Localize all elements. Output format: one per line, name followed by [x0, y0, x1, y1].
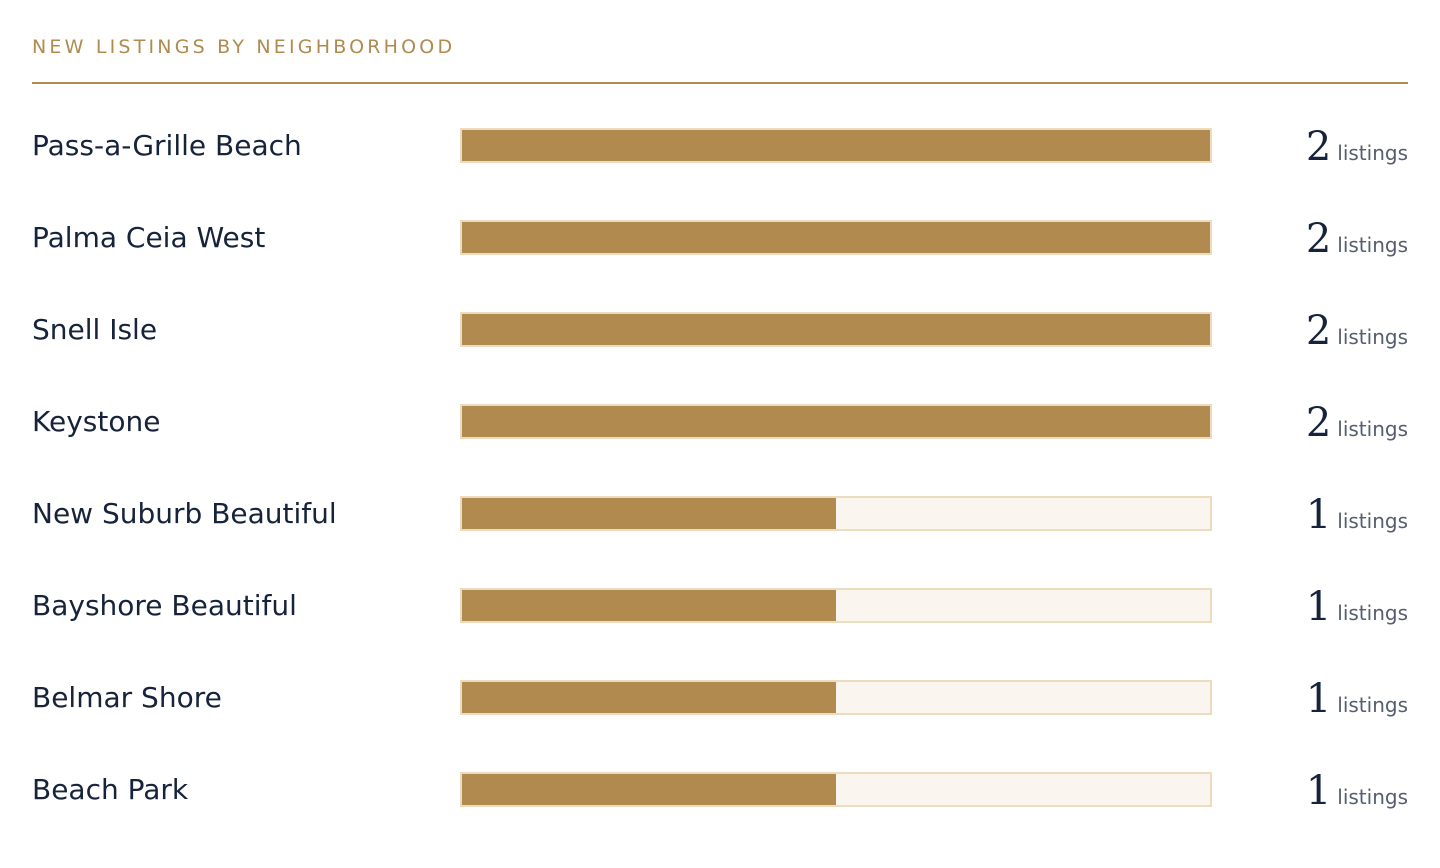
count-unit: listings: [1337, 417, 1408, 441]
neighborhood-row: New Suburb Beautiful 1 listings: [32, 470, 1408, 562]
bar-track: [460, 680, 1212, 715]
neighborhood-bar-chart: Pass-a-Grille Beach 2 listings Palma Ceia W…: [32, 102, 1408, 838]
listing-count: 2 listings: [1306, 124, 1408, 170]
count-value: 1: [1305, 492, 1332, 538]
bar-track: [460, 128, 1212, 163]
bar-fill: [462, 682, 836, 713]
neighborhood-row: Bayshore Beautiful 1 listings: [32, 562, 1408, 654]
neighborhood-label: Belmar Shore: [32, 681, 222, 714]
neighborhood-row: Belmar Shore 1 listings: [32, 654, 1408, 746]
bar-track: [460, 588, 1212, 623]
count-unit: listings: [1337, 785, 1408, 809]
count-unit: listings: [1337, 325, 1408, 349]
neighborhood-label: Beach Park: [32, 773, 189, 806]
listing-count: 2 listings: [1306, 400, 1408, 446]
bar-track: [460, 404, 1212, 439]
count-unit: listings: [1337, 233, 1408, 257]
bar-track: [460, 496, 1212, 531]
neighborhood-label: Bayshore Beautiful: [32, 589, 297, 622]
neighborhood-label: Keystone: [32, 405, 161, 438]
listing-count: 1 listings: [1306, 584, 1408, 630]
count-value: 1: [1305, 768, 1332, 814]
count-value: 1: [1305, 676, 1332, 722]
panel-title: NEW LISTINGS BY NEIGHBORHOOD: [32, 36, 456, 58]
neighborhood-label: New Suburb Beautiful: [32, 497, 337, 530]
count-value: 2: [1305, 124, 1332, 170]
listing-count: 1 listings: [1306, 768, 1408, 814]
bar-fill: [462, 222, 1210, 253]
count-value: 1: [1305, 584, 1332, 630]
bar-track: [460, 312, 1212, 347]
listing-count: 2 listings: [1306, 308, 1408, 354]
count-value: 2: [1305, 400, 1332, 446]
title-divider: [32, 82, 1408, 84]
bar-fill: [462, 406, 1210, 437]
neighborhood-label: Pass-a-Grille Beach: [32, 129, 302, 162]
bar-fill: [462, 774, 836, 805]
bar-fill: [462, 314, 1210, 345]
neighborhood-row: Palma Ceia West 2 listings: [32, 194, 1408, 286]
count-value: 2: [1305, 216, 1332, 262]
neighborhood-row: Snell Isle 2 listings: [32, 286, 1408, 378]
count-unit: listings: [1337, 601, 1408, 625]
bar-fill: [462, 590, 836, 621]
neighborhood-row: Keystone 2 listings: [32, 378, 1408, 470]
neighborhood-label: Snell Isle: [32, 313, 158, 346]
neighborhood-row: Pass-a-Grille Beach 2 listings: [32, 102, 1408, 194]
bar-track: [460, 772, 1212, 807]
bar-fill: [462, 130, 1210, 161]
count-unit: listings: [1337, 693, 1408, 717]
listing-count: 1 listings: [1306, 676, 1408, 722]
listing-count: 2 listings: [1306, 216, 1408, 262]
bar-fill: [462, 498, 836, 529]
bar-track: [460, 220, 1212, 255]
neighborhood-label: Palma Ceia West: [32, 221, 266, 254]
count-value: 2: [1305, 308, 1332, 354]
neighborhood-row: Beach Park 1 listings: [32, 746, 1408, 838]
count-unit: listings: [1337, 141, 1408, 165]
count-unit: listings: [1337, 509, 1408, 533]
listing-count: 1 listings: [1306, 492, 1408, 538]
